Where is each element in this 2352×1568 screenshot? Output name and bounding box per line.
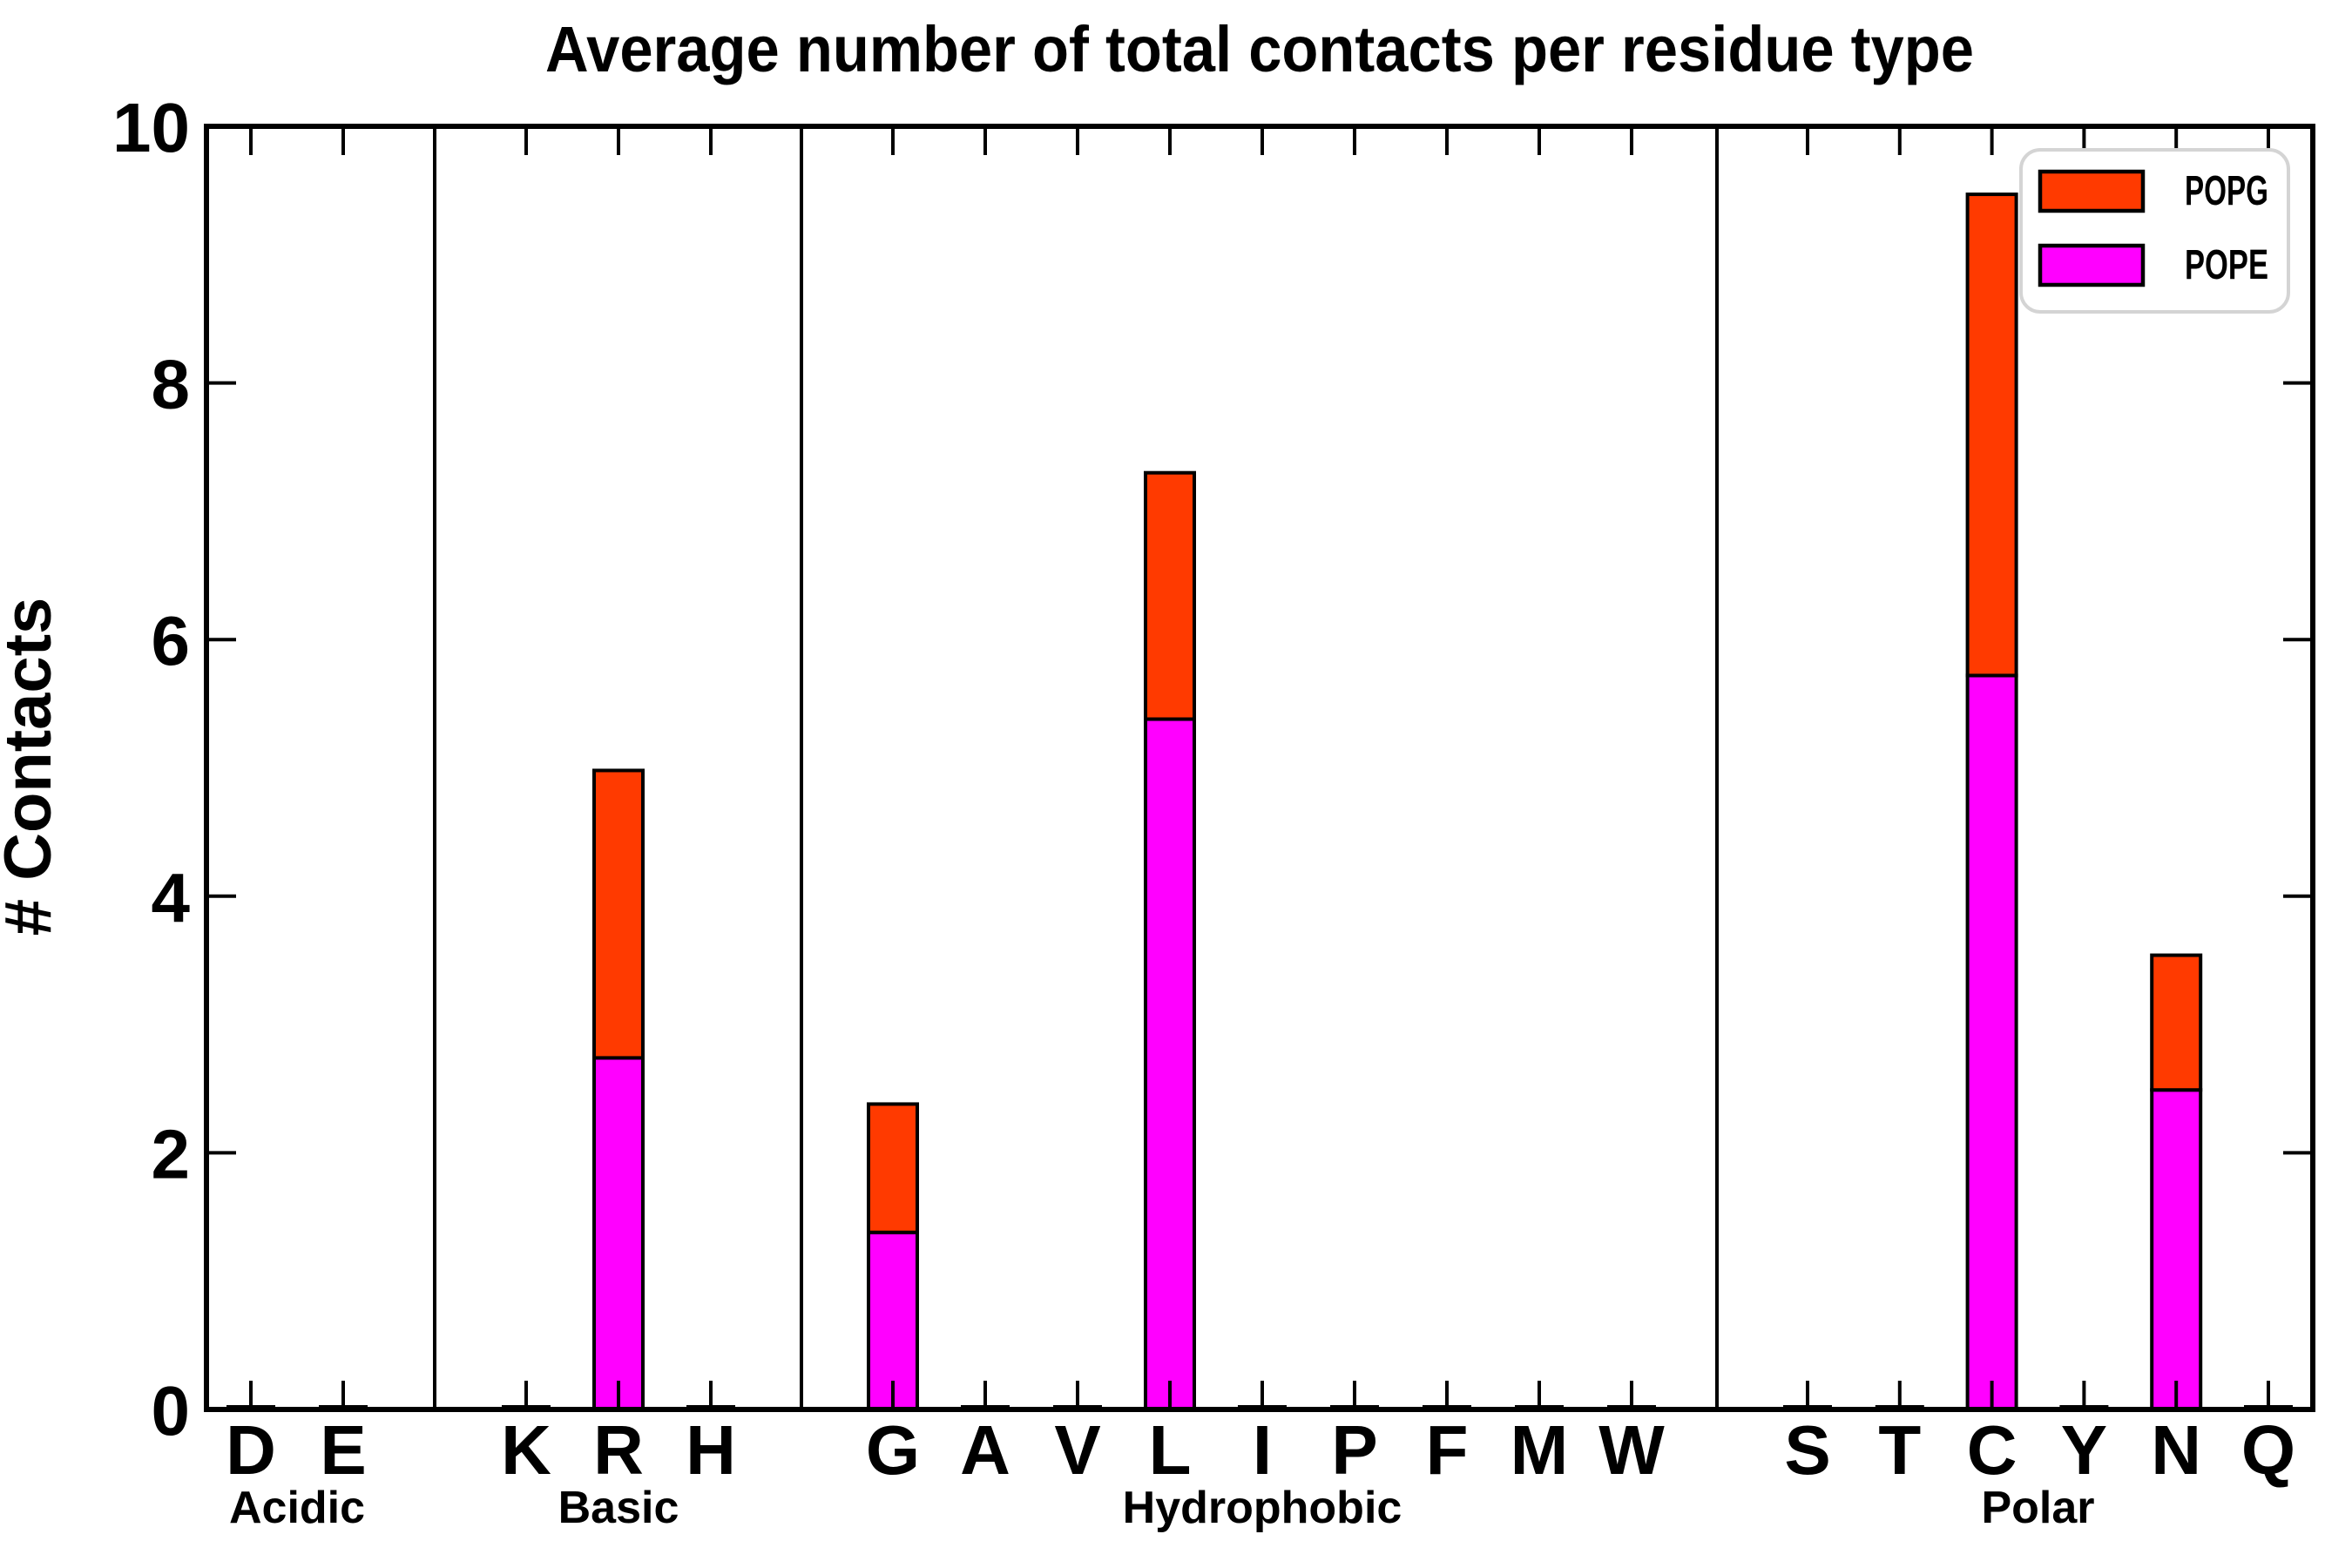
- x-tick-label-G: G: [866, 1411, 920, 1489]
- y-tick-label-10: 10: [112, 89, 190, 166]
- group-label-Polar: Polar: [1981, 1483, 2094, 1533]
- y-tick-label-8: 8: [152, 346, 191, 423]
- bar-segment-popg-R: [592, 768, 645, 1060]
- x-tick-label-I: I: [1253, 1411, 1272, 1489]
- bar-segment-pope-L: [1144, 717, 1196, 1411]
- chart-title: Average number of total contacts per res…: [545, 13, 1974, 85]
- x-tick-label-F: F: [1426, 1411, 1469, 1489]
- x-tick-label-C: C: [1967, 1411, 2017, 1489]
- x-tick-label-H: H: [686, 1411, 736, 1489]
- legend-label-pope: POPE: [2185, 242, 2268, 288]
- x-tick-label-N: N: [2151, 1411, 2201, 1489]
- x-tick-label-A: A: [960, 1411, 1010, 1489]
- x-tick-label-M: M: [1511, 1411, 1569, 1489]
- group-label-Hydrophobic: Hydrophobic: [1123, 1483, 1402, 1533]
- x-tick-label-E: E: [320, 1411, 366, 1489]
- x-tick-label-V: V: [1054, 1411, 1100, 1489]
- x-tick-label-D: D: [226, 1411, 276, 1489]
- bar-segment-popg-L: [1144, 470, 1196, 721]
- bar-segment-popg-N: [2150, 953, 2203, 1092]
- x-tick-label-L: L: [1149, 1411, 1192, 1489]
- x-tick-label-S: S: [1784, 1411, 1830, 1489]
- bar-segment-pope-N: [2150, 1088, 2203, 1412]
- legend-label-popg: POPG: [2185, 168, 2268, 214]
- legend: POPG POPE: [2019, 148, 2290, 314]
- bar-segment-popg-G: [867, 1102, 919, 1234]
- x-tick-label-T: T: [1878, 1411, 1921, 1489]
- x-tick-label-Y: Y: [2061, 1411, 2107, 1489]
- y-tick-label-4: 4: [152, 859, 191, 936]
- bar-segment-popg-C: [1965, 193, 2018, 678]
- bar-segment-pope-R: [592, 1056, 645, 1411]
- x-tick-label-Q: Q: [2241, 1411, 2295, 1489]
- x-tick-label-W: W: [1598, 1411, 1665, 1489]
- y-tick-label-6: 6: [152, 602, 191, 679]
- bar-segment-pope-C: [1965, 673, 2018, 1411]
- y-tick-label-0: 0: [152, 1372, 191, 1450]
- y-axis-label: # Contacts: [0, 598, 65, 936]
- bar-segment-pope-G: [867, 1230, 919, 1411]
- x-tick-label-R: R: [593, 1411, 644, 1489]
- legend-swatch-pope: [2038, 243, 2146, 287]
- x-tick-label-P: P: [1331, 1411, 1377, 1489]
- legend-swatch-popg: [2038, 169, 2146, 213]
- x-tick-label-K: K: [501, 1411, 551, 1489]
- group-label-Acidic: Acidic: [229, 1483, 365, 1533]
- y-tick-label-2: 2: [152, 1115, 191, 1193]
- group-label-Basic: Basic: [558, 1483, 679, 1533]
